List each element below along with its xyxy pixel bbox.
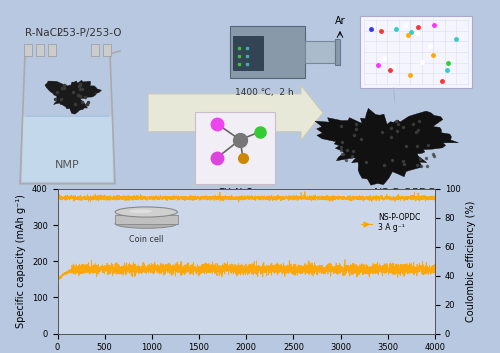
Legend: NS-P-OPDC
3 A g⁻¹: NS-P-OPDC 3 A g⁻¹ xyxy=(358,210,424,235)
Bar xyxy=(335,39,340,65)
Polygon shape xyxy=(315,108,458,185)
FancyArrow shape xyxy=(148,85,323,140)
Polygon shape xyxy=(22,116,113,182)
Text: Ar: Ar xyxy=(335,16,345,26)
FancyBboxPatch shape xyxy=(116,215,178,223)
Bar xyxy=(36,44,44,56)
Ellipse shape xyxy=(115,219,178,228)
Polygon shape xyxy=(45,80,102,114)
Text: 253-P/253-O: 253-P/253-O xyxy=(56,28,122,38)
Text: 1400 ℃,  2 h: 1400 ℃, 2 h xyxy=(235,88,294,97)
Text: NS-P-OPDC: NS-P-OPDC xyxy=(374,188,436,198)
Text: R-NaCl: R-NaCl xyxy=(25,28,60,38)
Y-axis label: Specific capacity (mAh g⁻¹): Specific capacity (mAh g⁻¹) xyxy=(16,194,26,328)
Ellipse shape xyxy=(115,207,178,217)
Bar xyxy=(233,36,263,70)
Bar xyxy=(360,16,472,88)
Bar xyxy=(305,41,335,63)
Bar xyxy=(24,44,32,56)
Text: CH₄N₂S: CH₄N₂S xyxy=(218,188,252,198)
Bar xyxy=(195,112,275,184)
Ellipse shape xyxy=(129,209,152,213)
Bar xyxy=(103,44,111,56)
Y-axis label: Coulombic efficiency (%): Coulombic efficiency (%) xyxy=(466,201,476,322)
Text: Coin cell: Coin cell xyxy=(129,235,164,244)
Bar xyxy=(91,44,99,56)
Bar xyxy=(230,26,305,78)
Text: NMP: NMP xyxy=(55,160,80,170)
Bar xyxy=(48,44,56,56)
